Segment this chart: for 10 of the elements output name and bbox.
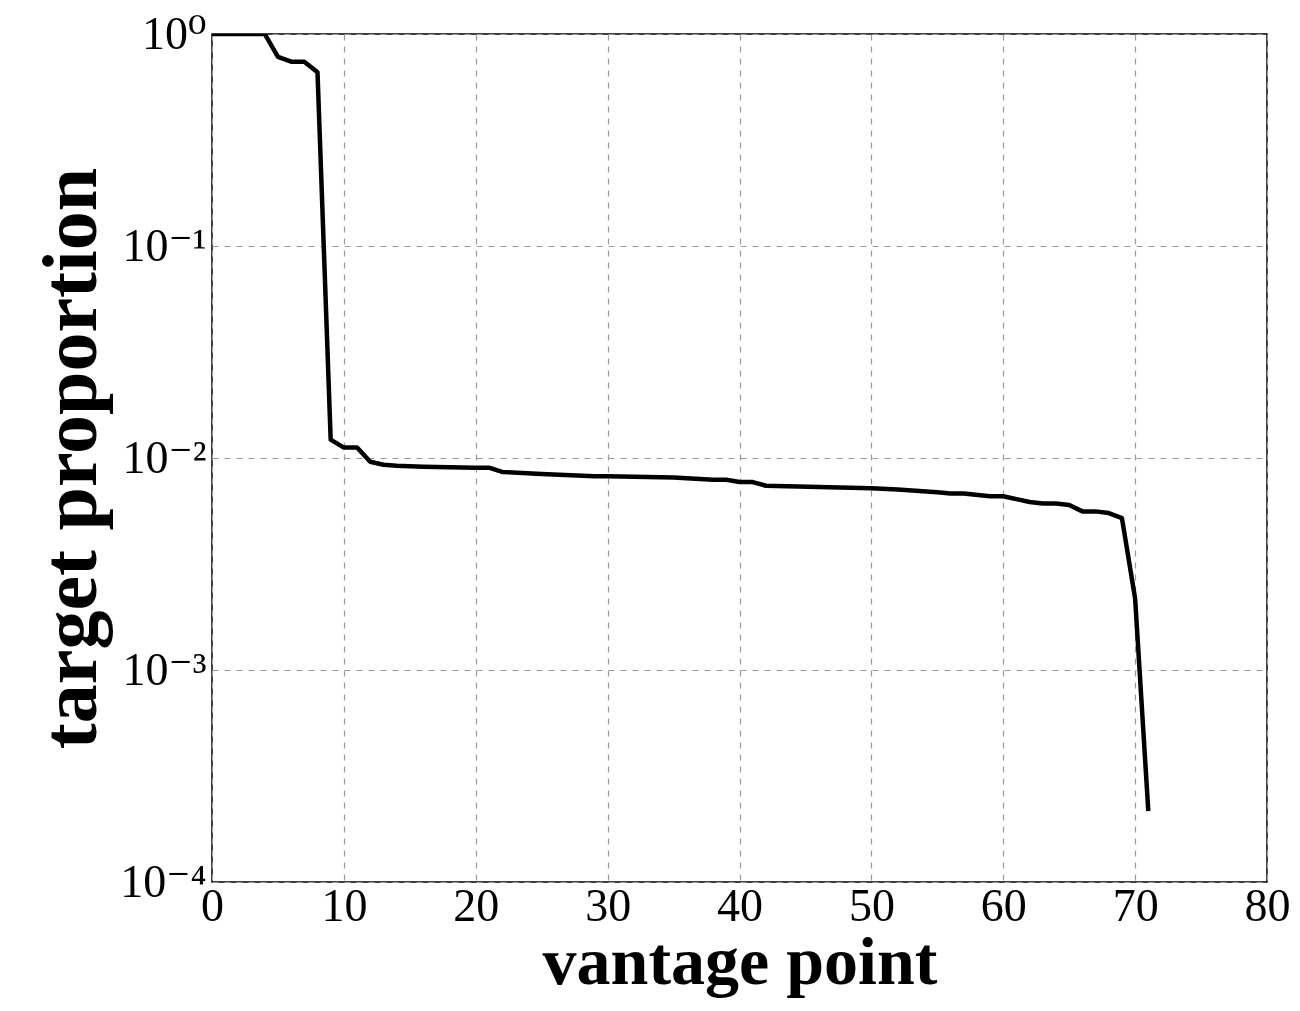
x-tick-label: 60 [980,879,1027,931]
y-tick-label: 10⁻² [122,431,207,483]
y-axis-title: target proportion [26,167,114,750]
y-tick-label: 10⁻³ [122,643,207,695]
x-tick-label: 80 [1244,879,1291,931]
x-tick-label: 70 [1112,879,1159,931]
y-tick-label: 10⁻¹ [122,219,207,271]
x-tick-label: 20 [453,879,500,931]
y-tick-label: 10⁰ [142,7,207,59]
x-tick-label: 10 [321,879,368,931]
